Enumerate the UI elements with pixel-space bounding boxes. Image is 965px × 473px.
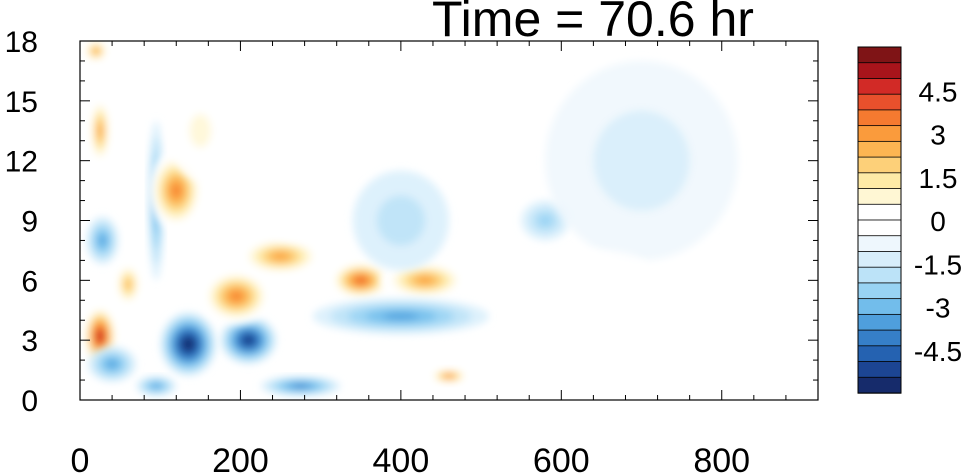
heatmap-field: [80, 41, 818, 400]
colorbar-box: [857, 109, 902, 127]
heatmap-feature: [553, 250, 650, 291]
heatmap-feature: [521, 200, 570, 241]
colorbar-label: 4.5: [919, 76, 958, 107]
heatmap-feature: [260, 376, 341, 397]
colorbar-box: [857, 329, 902, 347]
colorbar-label: 3: [930, 120, 946, 151]
heatmap-feature: [168, 80, 233, 181]
colorbar-box: [857, 219, 902, 237]
colorbar-box: [857, 125, 902, 143]
colorbar-box: [857, 361, 902, 378]
heatmap-feature: [489, 372, 538, 389]
heatmap-feature: [160, 312, 217, 377]
colorbar-box: [857, 62, 902, 80]
heatmap-feature: [136, 376, 177, 397]
colorbar-box: [857, 78, 902, 95]
colorbar-box: [857, 188, 902, 205]
heatmap-feature: [86, 216, 119, 265]
colorbar-label: 1.5: [919, 163, 958, 194]
y-tick-label: 9: [21, 206, 38, 239]
heatmap-feature: [88, 94, 112, 167]
colorbar-label: -3: [926, 293, 951, 324]
colorbar-label: -1.5: [914, 249, 962, 280]
x-tick-label: 400: [373, 442, 430, 473]
y-tick-label: 0: [21, 385, 38, 418]
heatmap-feature: [380, 260, 470, 301]
colorbar-box: [857, 203, 902, 221]
x-tick-label: 600: [533, 442, 590, 473]
colorbar-label: -4.5: [914, 336, 962, 367]
y-tick-label: 12: [5, 146, 38, 179]
axis-ticks: 0 200 400 600 800 0 3 6 9 12 15 18: [5, 26, 818, 473]
heatmap-feature: [88, 346, 137, 383]
colorbar-box: [857, 298, 902, 316]
heatmap-feature: [328, 260, 393, 301]
heatmap-feature: [220, 316, 277, 365]
y-tick-label: 18: [5, 26, 38, 59]
colorbar: 4.5 3 1.5 0 -1.5 -3 -4.5: [857, 46, 962, 394]
heatmap-feature: [312, 298, 490, 335]
colorbar-box: [857, 282, 902, 300]
colorbar-box: [857, 140, 902, 158]
colorbar-box: [857, 251, 902, 268]
heatmap-feature: [232, 80, 361, 241]
heatmap-feature: [113, 260, 143, 309]
heatmap-feature: [200, 268, 273, 325]
x-tick-label: 0: [71, 442, 90, 473]
colorbar-box: [857, 376, 902, 394]
colorbar-box: [857, 46, 902, 64]
heatmap-feature: [236, 236, 325, 277]
colorbar-border: [857, 46, 902, 394]
colorbar-box: [857, 156, 902, 174]
x-tick-label: 800: [693, 442, 750, 473]
y-tick-label: 6: [21, 265, 38, 298]
y-tick-label: 15: [5, 86, 38, 119]
colorbar-box: [857, 313, 902, 331]
x-tick-label: 200: [212, 442, 269, 473]
colorbar-box: [857, 235, 902, 253]
colorbar-box: [857, 93, 902, 111]
chart-title: Time = 70.6 hr: [432, 0, 754, 47]
heatmap-feature: [545, 60, 738, 261]
heatmap-feature: [609, 318, 674, 343]
colorbar-box: [857, 345, 902, 363]
colorbar-box: [857, 172, 902, 190]
colorbar-box: [857, 266, 902, 284]
colorbar-label: 0: [930, 206, 946, 237]
heatmap-feature: [352, 170, 449, 271]
heatmap-feature: [428, 368, 470, 385]
heatmap-feature: [83, 41, 109, 63]
y-tick-label: 3: [21, 325, 38, 358]
